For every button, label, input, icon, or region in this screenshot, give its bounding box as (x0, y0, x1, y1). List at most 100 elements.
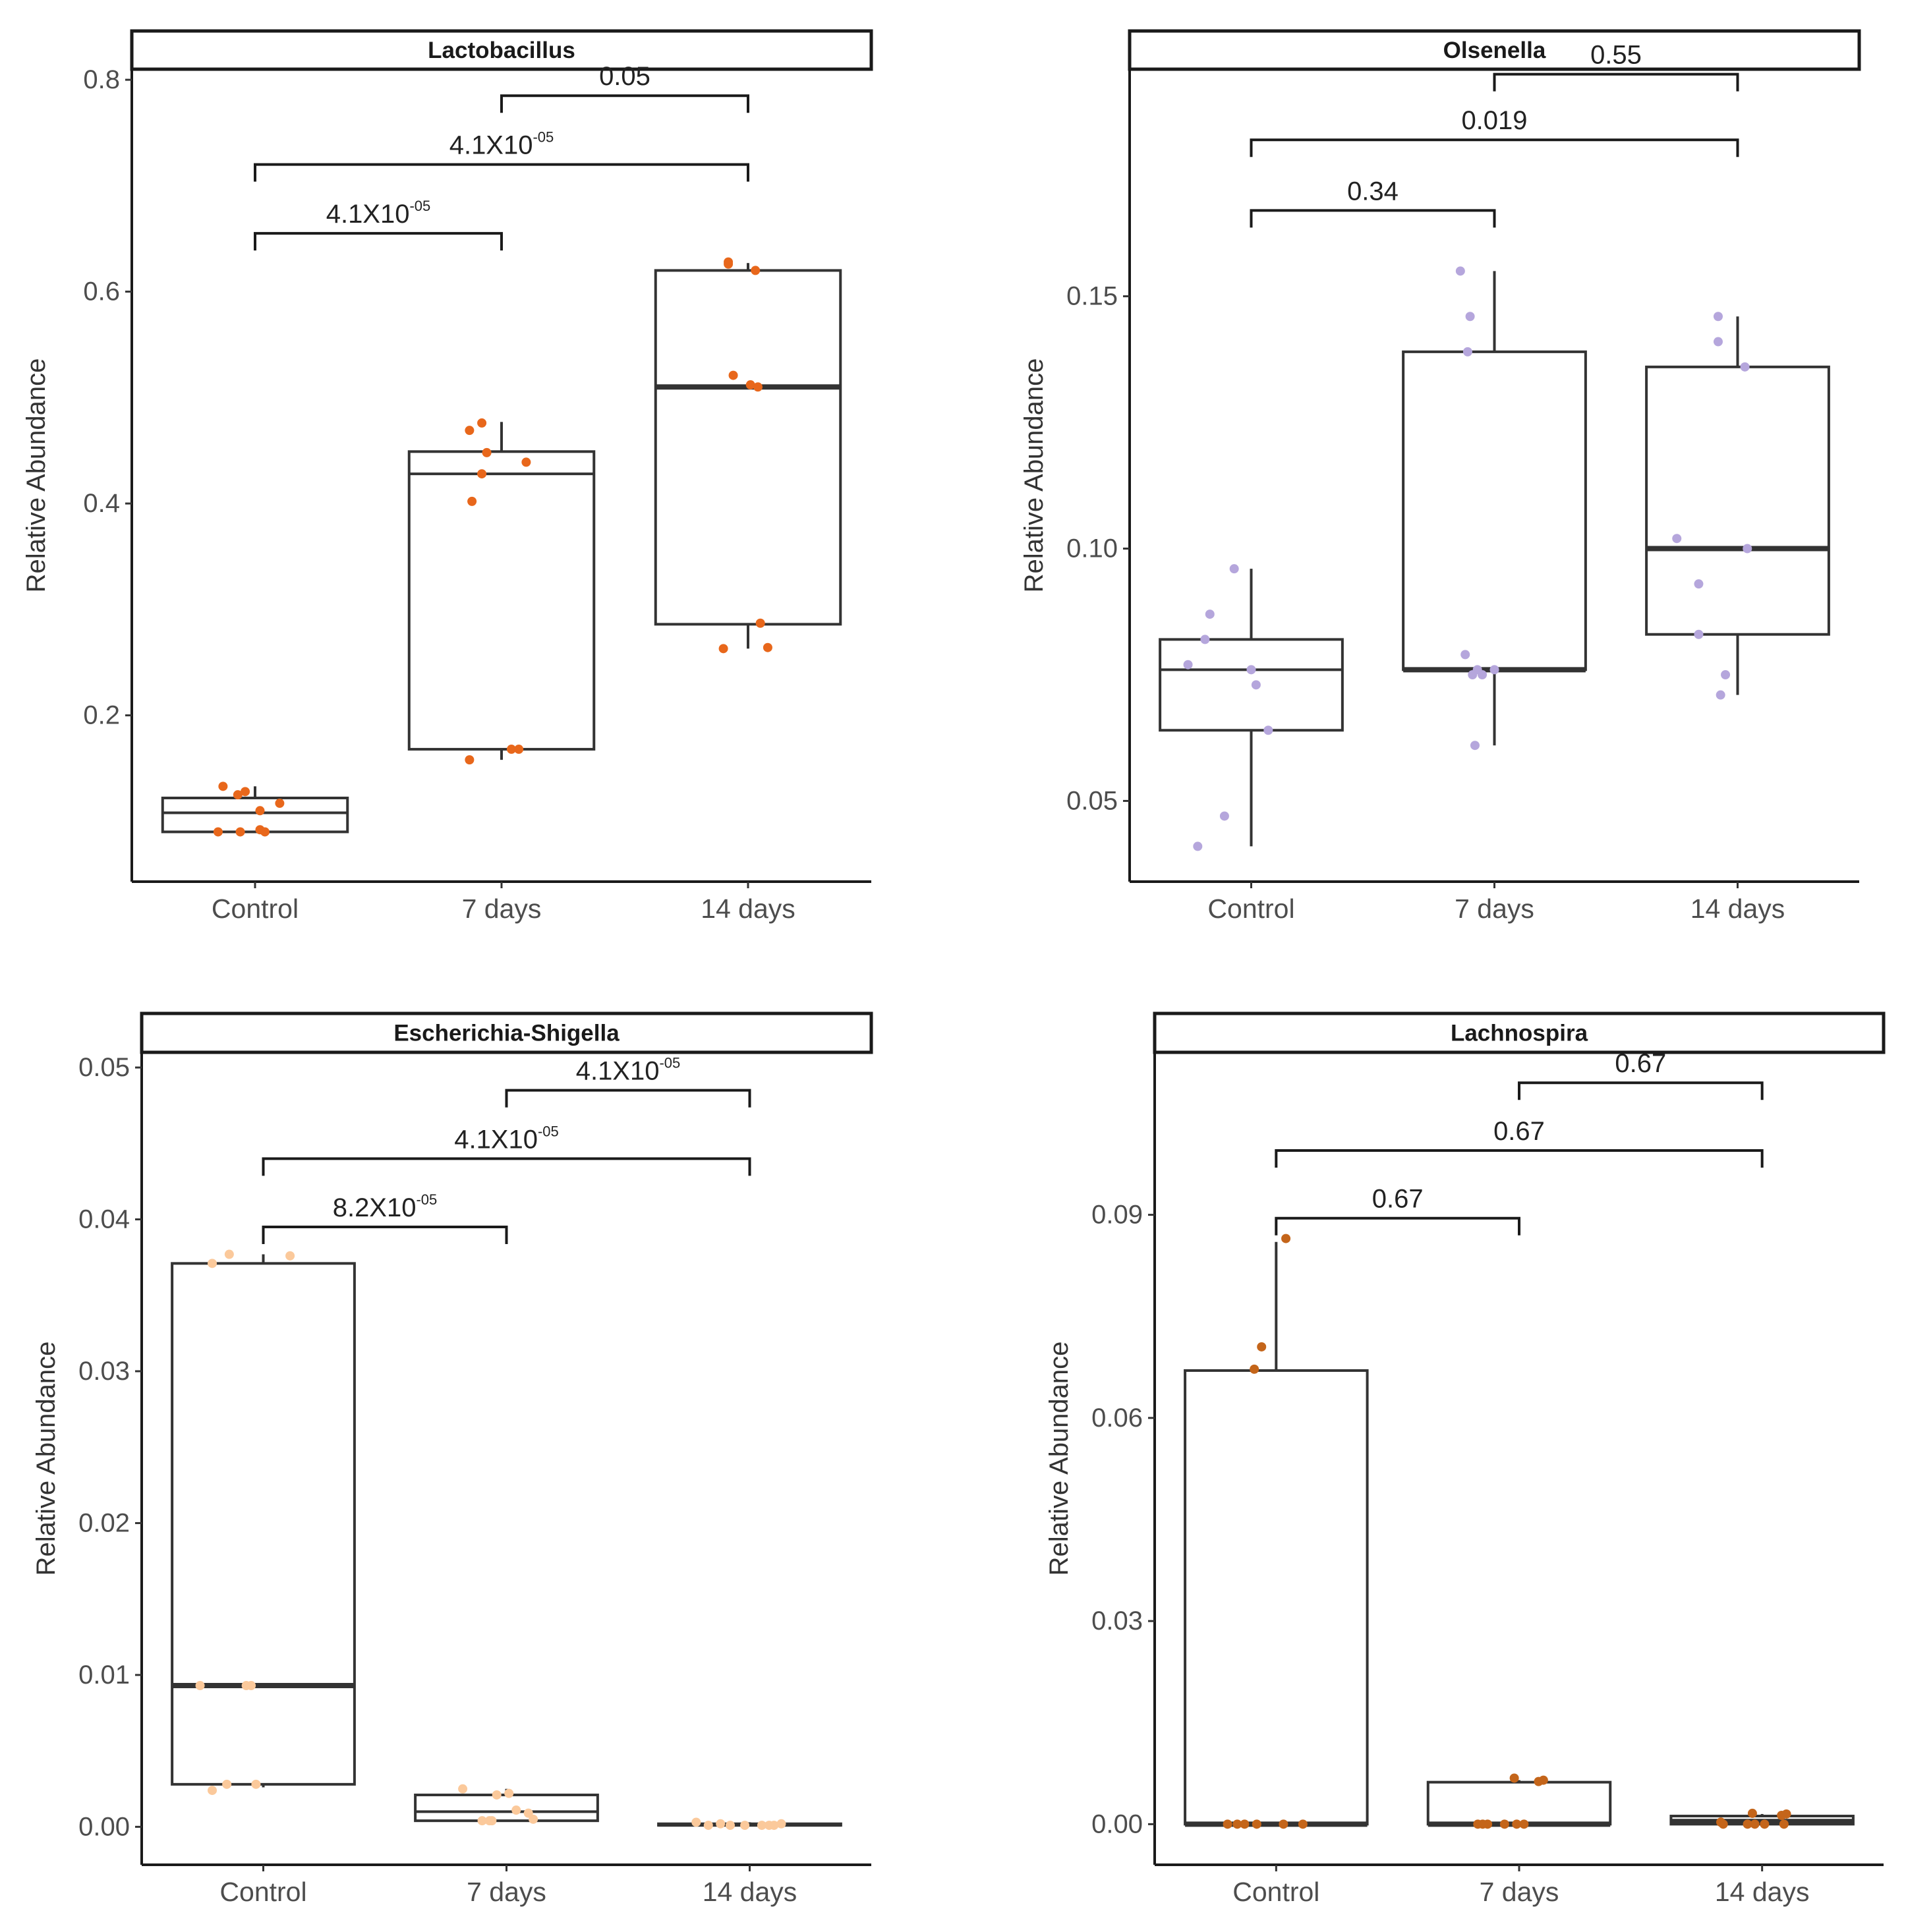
data-point (1713, 337, 1723, 347)
significance-bracket: 0.55 (1493, 41, 1739, 92)
box-body (1159, 638, 1344, 732)
data-point (691, 1817, 701, 1827)
p-value-label: 0.67 (1493, 1117, 1545, 1146)
p-value-exponent: -05 (409, 198, 430, 214)
y-axis-title: Relative Abundance (22, 358, 51, 593)
x-tick-label: Control (212, 894, 299, 924)
facet-strip (130, 29, 873, 71)
data-point (1713, 312, 1723, 322)
data-point (1489, 665, 1499, 675)
x-tick-label: 14 days (701, 894, 795, 924)
data-point (745, 380, 755, 390)
data-point (511, 1805, 521, 1815)
data-point (1460, 650, 1470, 660)
data-point (1263, 725, 1273, 735)
data-point (467, 496, 477, 506)
x-tick-label: 7 days (462, 894, 542, 924)
data-point (1252, 1819, 1261, 1829)
box-7-days (1426, 1780, 1612, 1827)
data-point (1509, 1773, 1519, 1783)
data-point (1200, 635, 1210, 644)
p-value-label: 0.67 (1372, 1185, 1424, 1214)
data-point (458, 1784, 468, 1794)
data-point (1251, 680, 1261, 690)
data-point (208, 1786, 217, 1796)
bracket-line (1275, 1149, 1764, 1168)
bracket-line (262, 1157, 751, 1176)
y-tick-label: 0.4 (83, 489, 120, 518)
data-point (218, 781, 228, 791)
data-point (1257, 1342, 1267, 1351)
bracket-line (1493, 72, 1739, 92)
data-point (740, 1821, 750, 1831)
data-point (1721, 670, 1731, 680)
bracket-line (262, 1226, 508, 1245)
x-tick-label: 7 days (467, 1877, 546, 1907)
p-value-mantissa: 4.1X10 (576, 1057, 660, 1086)
data-point (484, 1816, 494, 1826)
p-value-mantissa: 8.2X10 (333, 1193, 417, 1222)
data-point (1240, 1819, 1250, 1829)
p-value-label: 0.55 (1590, 41, 1642, 70)
p-value-mantissa: 0.67 (1615, 1049, 1666, 1078)
data-point (1232, 1819, 1242, 1829)
bracket-line (254, 232, 503, 251)
facet-panel-2: Olsenella 0.05 0.10 0.15 Control 7 days 14 day… (1020, 29, 1861, 924)
data-point (718, 644, 728, 654)
data-point (213, 827, 223, 837)
data-point (1743, 1819, 1752, 1829)
data-point (1229, 564, 1239, 574)
data-point (763, 642, 772, 652)
data-point (1747, 1808, 1757, 1818)
box-body (1645, 365, 1830, 636)
data-point (251, 1779, 261, 1789)
data-point (465, 426, 475, 436)
p-value-exponent: -05 (416, 1191, 437, 1208)
p-value-mantissa: 0.05 (599, 62, 650, 91)
y-tick-label: 0.10 (1066, 534, 1118, 563)
data-point (1512, 1819, 1522, 1829)
box-control (1184, 1241, 1369, 1827)
data-point (1694, 629, 1704, 639)
data-point (724, 259, 734, 269)
x-tick-label: Control (1232, 1877, 1319, 1907)
x-tick-label: 14 days (1690, 894, 1785, 924)
box-body (407, 450, 596, 751)
y-tick-label: 0.8 (83, 65, 120, 94)
p-value-label: 0.67 (1615, 1049, 1666, 1078)
y-tick-label: 0.00 (1091, 1809, 1143, 1838)
data-point (477, 469, 487, 479)
data-point (195, 1681, 205, 1691)
x-tick-label: Control (1207, 894, 1294, 924)
data-point (1250, 1364, 1259, 1374)
data-point (492, 1790, 502, 1800)
bracket-line (1518, 1081, 1764, 1100)
x-tick-label: 14 days (1715, 1877, 1810, 1907)
bracket-line (1250, 209, 1496, 228)
box-body (161, 797, 349, 834)
y-tick-label: 0.09 (1091, 1201, 1143, 1230)
facet-strip (140, 1011, 873, 1054)
data-point (208, 1259, 217, 1268)
data-point (1193, 841, 1203, 851)
data-point (1743, 544, 1752, 554)
data-point (235, 827, 245, 837)
y-axis-title: Relative Abundance (1020, 358, 1049, 593)
facet-strip (1153, 1011, 1886, 1054)
y-axis-title: Relative Abundance (32, 1342, 61, 1576)
data-point (1478, 1819, 1487, 1829)
y-axis-title: Relative Abundance (1045, 1342, 1074, 1576)
data-point (1777, 1810, 1787, 1820)
data-point (1281, 1234, 1291, 1243)
box-control (1159, 569, 1344, 847)
x-tick-label: 14 days (703, 1877, 797, 1907)
data-point (506, 745, 516, 754)
p-value-label: 4.1X10-05 (454, 1123, 559, 1154)
box-body (1426, 1780, 1612, 1826)
data-point (222, 1779, 232, 1789)
box-7-days (414, 1788, 599, 1823)
data-point (1750, 1819, 1760, 1829)
data-point (1779, 1819, 1789, 1829)
box-7-days (407, 422, 596, 760)
